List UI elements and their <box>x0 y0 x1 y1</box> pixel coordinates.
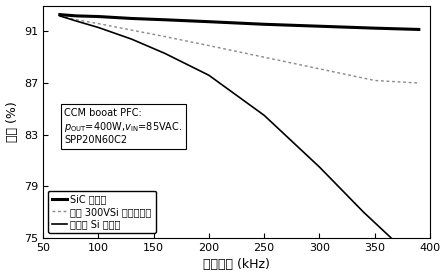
Text: CCM booat PFC:
$p_{\mathrm{OUT}}$=400W,$v_{\mathrm{IN}}$=85VAC.
SPP20N60C2: CCM booat PFC: $p_{\mathrm{OUT}}$=400W,$… <box>65 108 183 145</box>
X-axis label: 开关频率 (kHz): 开关频率 (kHz) <box>203 258 270 271</box>
Y-axis label: 效率 (%): 效率 (%) <box>5 101 19 142</box>
Legend: SiC 二极管, 两个 300VSi 二极管串联, 超快速 Si 二极管: SiC 二极管, 两个 300VSi 二极管串联, 超快速 Si 二极管 <box>48 191 156 233</box>
